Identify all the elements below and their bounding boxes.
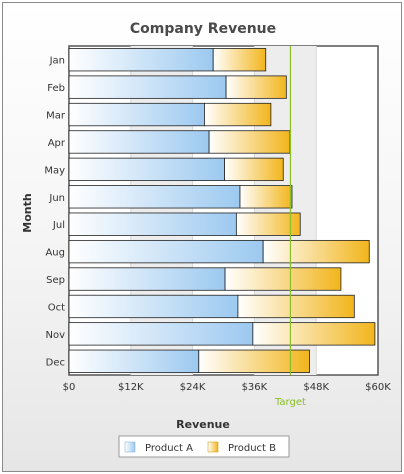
- month-tick-labels: Jan Feb Mar Apr May Jun Jul Aug Sep Oct Nov Dec: [44, 56, 66, 369]
- month-label-oct: Oct: [48, 302, 65, 313]
- bar-product-b-apr: [208, 130, 291, 154]
- bar-product-b-mar: [204, 102, 272, 127]
- revenue-tick-labels: $0 $12K $24K $36K $48K $60K: [63, 382, 392, 393]
- month-label-jan: Jan: [49, 56, 65, 67]
- revenue-tick-label: $48K: [303, 382, 329, 393]
- plot-area: [68, 45, 379, 376]
- month-label-mar: Mar: [46, 111, 66, 122]
- legend-swatch-product-b: [207, 441, 219, 453]
- month-label-aug: Aug: [45, 248, 65, 259]
- month-label-nov: Nov: [45, 330, 65, 341]
- gridlines: [130, 46, 317, 375]
- bar-product-a-mar: [68, 102, 205, 127]
- month-label-sep: Sep: [46, 275, 65, 286]
- revenue-tick-label: $24K: [180, 382, 206, 393]
- bar-product-b-aug: [262, 239, 370, 264]
- y-axis-title: Month: [21, 193, 34, 232]
- bar-product-b-jan: [212, 48, 267, 72]
- target-label: Target: [274, 397, 306, 408]
- revenue-tick-label: $36K: [242, 382, 268, 393]
- grid-band: [130, 46, 193, 375]
- legend-label-product-b: Product B: [228, 443, 276, 454]
- grid-band: [254, 46, 317, 375]
- legend: Product A Product B: [118, 435, 290, 458]
- month-label-feb: Feb: [47, 83, 65, 94]
- bar-product-b-may: [224, 157, 284, 182]
- month-label-dec: Dec: [46, 357, 65, 368]
- bar-product-b-jul: [235, 212, 301, 236]
- bar-product-b-dec: [198, 349, 310, 373]
- bar-product-a-sep: [68, 267, 226, 291]
- legend-box: [118, 435, 290, 458]
- bar-product-a-apr: [68, 130, 210, 154]
- legend-swatch-product-a: [124, 441, 136, 453]
- bar-product-b-nov: [252, 322, 376, 346]
- bar-product-a-may: [68, 157, 225, 182]
- bar-product-a-oct: [68, 294, 239, 319]
- bar-product-a-jun: [68, 185, 241, 209]
- month-label-jun: Jun: [48, 193, 65, 204]
- bar-product-a-feb: [68, 75, 227, 99]
- bar-product-a-aug: [68, 239, 264, 264]
- revenue-tick-label: $60K: [365, 382, 391, 393]
- bar-product-b-sep: [224, 267, 342, 291]
- revenue-tick-label: $12K: [118, 382, 144, 393]
- bar-product-b-oct: [237, 294, 355, 319]
- bars-group: [68, 48, 376, 373]
- revenue-bar-chart: Company Revenue Target Jan Feb Mar Apr May Ju…: [21, 21, 392, 458]
- bar-product-b-jun: [239, 185, 293, 209]
- bar-product-a-dec: [68, 349, 200, 373]
- bar-product-a-nov: [68, 322, 254, 346]
- bar-product-a-jan: [68, 48, 214, 72]
- bar-product-a-jul: [68, 212, 237, 236]
- bar-product-b-feb: [225, 75, 287, 99]
- month-label-apr: Apr: [48, 138, 66, 149]
- month-label-jul: Jul: [52, 220, 65, 231]
- x-axis-title: Revenue: [176, 418, 230, 431]
- chart-title: Company Revenue: [130, 21, 276, 37]
- revenue-tick-label: $0: [63, 382, 76, 393]
- month-label-may: May: [44, 165, 65, 176]
- legend-label-product-a: Product A: [145, 443, 193, 454]
- target-group: Target: [274, 46, 306, 408]
